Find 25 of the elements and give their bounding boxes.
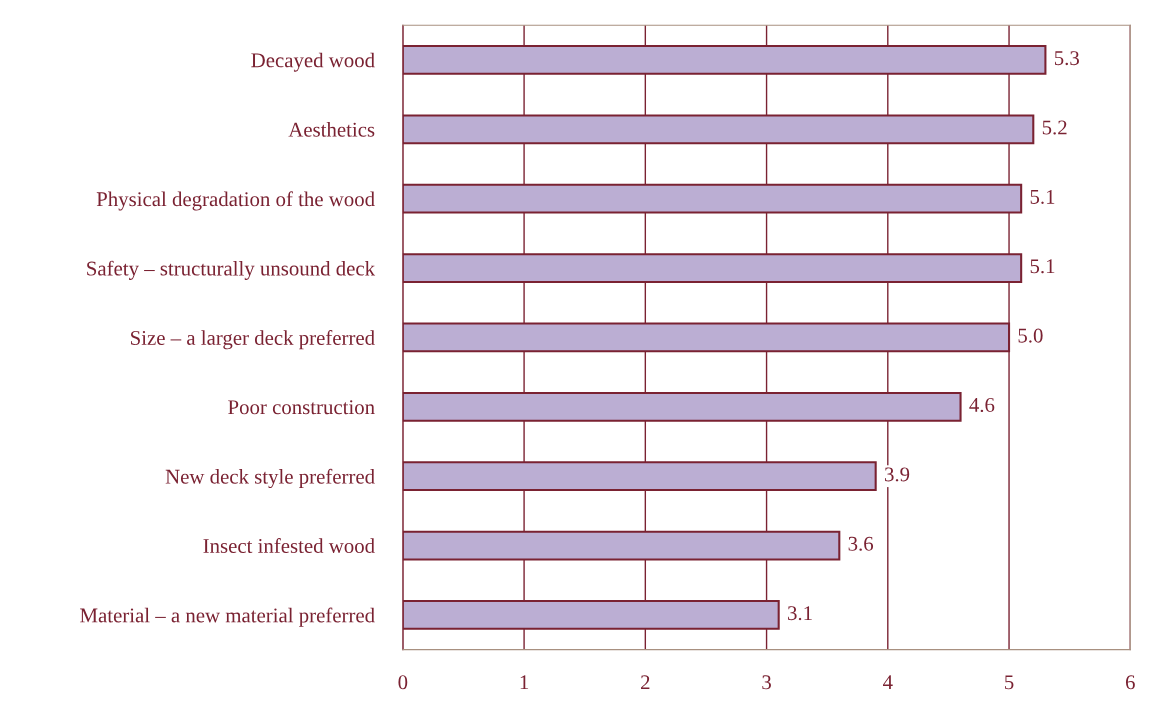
data-label: 5.0 xyxy=(1018,328,1043,343)
x-tick-label: 1 xyxy=(520,675,529,690)
y-tick-label: Insect infested wood xyxy=(203,538,375,553)
data-label: 4.6 xyxy=(969,398,995,413)
y-tick-label: Physical degradation of the wood xyxy=(96,191,375,211)
x-tick-label: 6 xyxy=(1125,675,1135,690)
x-tick-label: 0 xyxy=(398,675,408,690)
y-tick-label: Size – a larger deck preferred xyxy=(131,330,375,350)
y-tick-label: Aesthetics xyxy=(288,122,375,137)
data-label: 5.2 xyxy=(1042,120,1067,135)
data-label: 3.9 xyxy=(885,467,910,482)
data-label: 3.1 xyxy=(788,606,812,621)
y-tick-label: New deck style preferred xyxy=(165,468,375,489)
x-tick-label: 2 xyxy=(641,675,650,690)
x-tick-label: 5 xyxy=(1005,675,1014,690)
data-label: 5.1 xyxy=(1030,259,1055,274)
y-tick-label: Decayed wood xyxy=(251,52,375,72)
y-tick-label: Safety – structurally unsound deck xyxy=(87,260,376,280)
y-tick-label: Material – a new material preferred xyxy=(80,607,375,627)
y-tick-label: Poor construction xyxy=(228,400,375,415)
data-label: 5.3 xyxy=(1054,51,1079,66)
data-label: 3.6 xyxy=(848,536,874,551)
x-tick-label: 4 xyxy=(883,675,893,690)
data-label: 5.1 xyxy=(1030,189,1055,204)
x-tick-label: 3 xyxy=(762,675,771,690)
